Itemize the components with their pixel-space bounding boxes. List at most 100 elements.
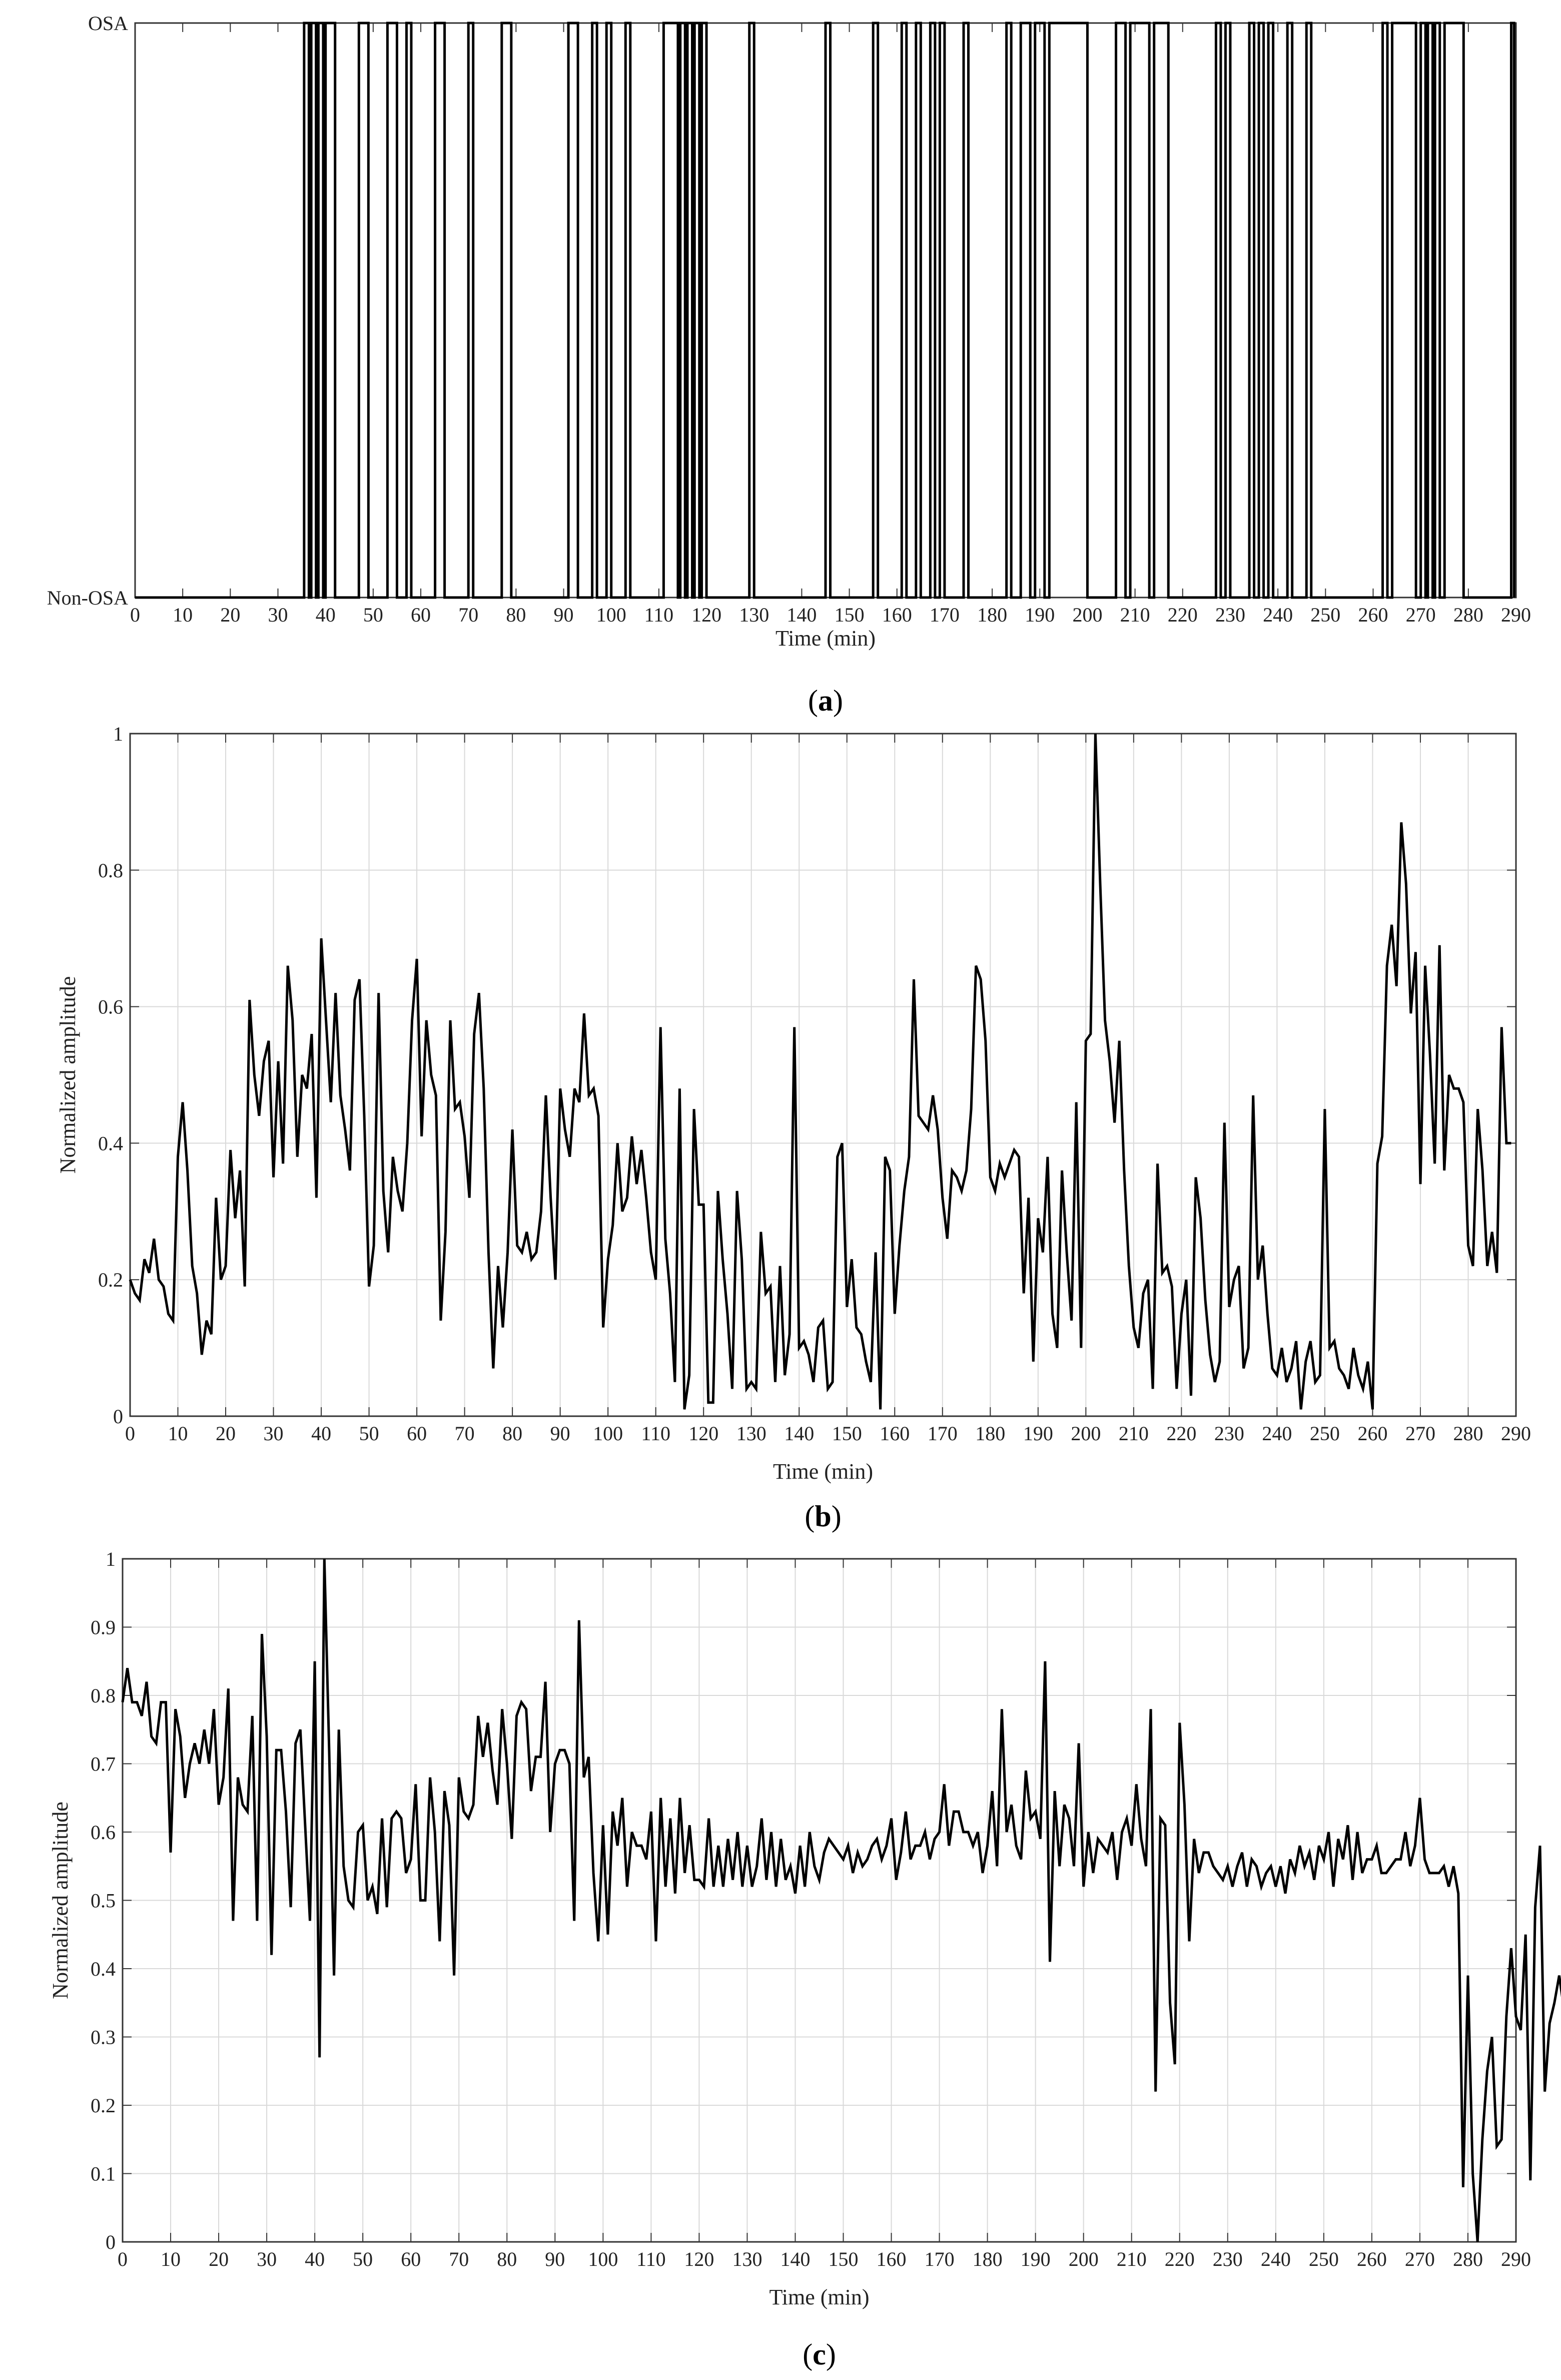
y-tick-label: 0 — [113, 1405, 123, 1428]
x-tick-label: 160 — [882, 604, 912, 626]
x-tick-label: 130 — [739, 604, 769, 626]
x-tick-label: 40 — [305, 2248, 325, 2270]
x-tick-label: 20 — [209, 2248, 229, 2270]
x-tick-label: 0 — [130, 604, 140, 626]
y-tick-label: 0.3 — [91, 2026, 116, 2049]
x-tick-label: 100 — [596, 604, 626, 626]
x-axis-title: Time (min) — [773, 1459, 873, 1484]
x-axis-title: Time (min) — [769, 2285, 869, 2309]
x-tick-label: 10 — [173, 604, 193, 626]
caption-paren: ) — [833, 684, 843, 717]
chart-panel-c: 0 10 20 30 40 50 60 70 80 90 100 110 120 130 140 150 160… — [48, 1548, 1561, 2371]
x-tick-label: 170 — [925, 2248, 955, 2270]
x-tick-label: 110 — [641, 1422, 670, 1445]
x-tick-label: 270 — [1405, 2248, 1435, 2270]
x-tick-label: 0 — [118, 2248, 128, 2270]
x-tick-label: 20 — [220, 604, 240, 626]
x-tick-label: 140 — [780, 2248, 810, 2270]
x-tick-label: 30 — [264, 1422, 284, 1445]
x-tick-label: 130 — [736, 1422, 766, 1445]
caption-paren: ( — [803, 2338, 813, 2371]
x-tick-label: 70 — [449, 2248, 469, 2270]
x-tick-label: 110 — [644, 604, 674, 626]
x-tick-label: 200 — [1072, 604, 1102, 626]
x-tick-label: 60 — [401, 2248, 421, 2270]
y-tick-label: 0.6 — [91, 1821, 116, 1844]
y-tick-label: 1 — [106, 1548, 116, 1570]
y-tick-label: OSA — [88, 12, 128, 35]
x-tick-label: 170 — [930, 604, 960, 626]
y-tick-label: 0.2 — [91, 2094, 116, 2117]
x-tick-label: 200 — [1069, 2248, 1099, 2270]
y-tick-label: 0.2 — [98, 1269, 123, 1291]
x-tick-label: 230 — [1214, 1422, 1244, 1445]
x-tick-label: 220 — [1165, 2248, 1195, 2270]
x-tick-label: 290 — [1501, 2248, 1531, 2270]
x-tick-label: 110 — [636, 2248, 666, 2270]
x-tick-label: 150 — [829, 2248, 859, 2270]
x-tick-label: 50 — [359, 1422, 379, 1445]
chart-panel-b: 0 10 20 30 40 50 60 70 80 90 100 110 120 130 140 150 160… — [56, 723, 1531, 1533]
series-line — [129, 733, 1511, 1410]
x-tick-label: 270 — [1405, 1422, 1435, 1445]
x-tick-label: 240 — [1262, 1422, 1292, 1445]
x-tick-label: 100 — [588, 2248, 618, 2270]
x-tick-label: 290 — [1501, 604, 1531, 626]
series-line — [135, 22, 1515, 599]
x-tick-label: 210 — [1119, 1422, 1149, 1445]
x-tick-label: 120 — [684, 2248, 714, 2270]
x-tick-label: 280 — [1453, 2248, 1483, 2270]
y-tick-label: 0.9 — [91, 1616, 116, 1639]
panel-caption: (c) — [803, 2338, 836, 2371]
x-tick-label: 150 — [832, 1422, 862, 1445]
x-tick-label: 80 — [497, 2248, 517, 2270]
x-tick-label: 220 — [1166, 1422, 1196, 1445]
x-tick-label: 140 — [784, 1422, 814, 1445]
panel-caption: (b) — [805, 1500, 841, 1533]
y-axis-title: Normalized amplitude — [56, 976, 80, 1174]
x-tick-label: 0 — [125, 1422, 135, 1445]
x-tick-label: 260 — [1357, 1422, 1387, 1445]
x-tick-label: 150 — [835, 604, 865, 626]
x-tick-label: 180 — [977, 604, 1007, 626]
x-tick-label: 50 — [353, 2248, 373, 2270]
caption-paren: ( — [805, 1500, 815, 1533]
x-tick-label: 80 — [506, 604, 526, 626]
x-tick-label: 50 — [363, 604, 383, 626]
x-tick-label: 250 — [1310, 1422, 1340, 1445]
plot-frame — [129, 733, 1517, 1417]
x-tick-label: 180 — [975, 1422, 1005, 1445]
x-tick-label: 280 — [1453, 1422, 1483, 1445]
x-tick-label: 80 — [502, 1422, 522, 1445]
x-tick-label: 60 — [411, 604, 431, 626]
x-tick-label: 250 — [1310, 604, 1340, 626]
x-tick-label: 190 — [1021, 2248, 1051, 2270]
y-tick-label: 1 — [113, 723, 123, 745]
y-tick-label: 0.4 — [91, 1958, 116, 1980]
y-tick-label: 0.6 — [98, 996, 123, 1018]
y-tick-label: 0.1 — [91, 2163, 116, 2185]
y-tick-label: 0 — [106, 2231, 116, 2253]
y-tick-label: 0.4 — [98, 1132, 123, 1154]
x-tick-label: 10 — [168, 1422, 188, 1445]
x-tick-label: 200 — [1071, 1422, 1101, 1445]
panel-caption: (a) — [808, 684, 843, 717]
x-tick-label: 260 — [1357, 2248, 1387, 2270]
x-tick-label: 40 — [311, 1422, 331, 1445]
caption-letter: a — [818, 684, 833, 717]
x-tick-label: 180 — [973, 2248, 1003, 2270]
caption-paren: ) — [826, 2338, 836, 2371]
x-axis-title: Time (min) — [775, 626, 876, 651]
x-tick-label: 220 — [1168, 604, 1198, 626]
x-tick-label: 120 — [691, 604, 721, 626]
x-tick-label: 70 — [458, 604, 478, 626]
x-tick-label: 90 — [545, 2248, 565, 2270]
y-tick-label: 0.8 — [98, 859, 123, 882]
x-tick-label: 130 — [732, 2248, 762, 2270]
x-tick-label: 100 — [593, 1422, 623, 1445]
x-tick-label: 60 — [407, 1422, 427, 1445]
x-tick-label: 170 — [928, 1422, 958, 1445]
x-tick-label: 230 — [1215, 604, 1245, 626]
y-tick-label: Non-OSA — [47, 586, 128, 609]
x-tick-label: 190 — [1025, 604, 1055, 626]
